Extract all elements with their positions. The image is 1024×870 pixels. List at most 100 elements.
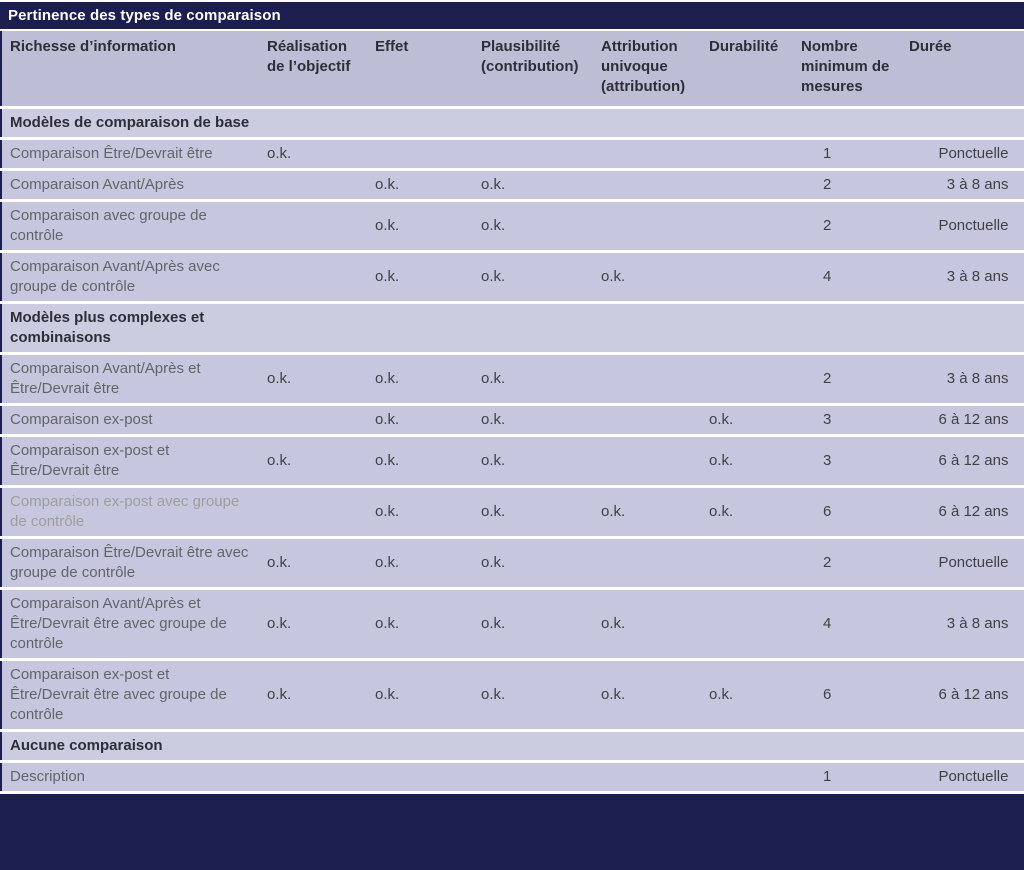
cell-realisation: o.k. — [259, 537, 367, 590]
column-header-row: Richesse d’information Réalisation de l’o… — [1, 30, 1024, 109]
empty-cell — [367, 302, 473, 355]
row-label: Comparaison ex-post avec groupe de contr… — [1, 486, 259, 539]
empty-cell — [793, 302, 901, 355]
cell-durabilite — [701, 169, 793, 202]
table-row: Description 1 Ponctuelle — [1, 761, 1024, 794]
column-header-effet: Effet — [367, 30, 473, 109]
cell-plausibilite: o.k. — [473, 251, 593, 304]
cell-duree: 3 à 8 ans — [901, 251, 1024, 304]
empty-cell — [259, 107, 367, 140]
empty-cell — [367, 107, 473, 140]
empty-cell — [701, 730, 793, 763]
cell-duree: 6 à 12 ans — [901, 404, 1024, 437]
comparison-table: Richesse d’information Réalisation de l’o… — [0, 29, 1024, 794]
cell-attribution — [593, 200, 701, 253]
cell-nombre: 1 — [793, 761, 901, 794]
empty-cell — [593, 107, 701, 140]
cell-effet: o.k. — [367, 200, 473, 253]
cell-effet: o.k. — [367, 404, 473, 437]
cell-effet: o.k. — [367, 486, 473, 539]
cell-attribution — [593, 537, 701, 590]
cell-plausibilite: o.k. — [473, 353, 593, 406]
empty-cell — [793, 107, 901, 140]
cell-effet — [367, 761, 473, 794]
cell-durabilite — [701, 588, 793, 661]
cell-plausibilite: o.k. — [473, 588, 593, 661]
table-row: Comparaison Avant/Après o.k. o.k. 2 3 à 8 an… — [1, 169, 1024, 202]
cell-attribution: o.k. — [593, 588, 701, 661]
empty-cell — [901, 107, 1024, 140]
cell-durabilite: o.k. — [701, 435, 793, 488]
cell-plausibilite: o.k. — [473, 537, 593, 590]
cell-duree: 6 à 12 ans — [901, 435, 1024, 488]
cell-realisation: o.k. — [259, 659, 367, 732]
table-title: Pertinence des types de comparaison — [8, 7, 281, 24]
row-label: Comparaison ex-post — [1, 404, 259, 437]
cell-effet: o.k. — [367, 588, 473, 661]
cell-realisation — [259, 200, 367, 253]
cell-realisation — [259, 251, 367, 304]
section-row: Aucune comparaison — [1, 730, 1024, 763]
empty-cell — [593, 730, 701, 763]
table-row: Comparaison ex-post et Être/Devrait être… — [1, 659, 1024, 732]
cell-duree: Ponctuelle — [901, 200, 1024, 253]
cell-realisation — [259, 169, 367, 202]
cell-durabilite: o.k. — [701, 404, 793, 437]
footer-bar — [0, 794, 1024, 870]
cell-attribution — [593, 138, 701, 171]
cell-plausibilite: o.k. — [473, 435, 593, 488]
cell-duree: Ponctuelle — [901, 537, 1024, 590]
column-header-nombre: Nombre minimum de mesures — [793, 30, 901, 109]
table-row: Comparaison Avant/Après avec groupe de c… — [1, 251, 1024, 304]
row-label: Comparaison Avant/Après et Être/Devrait … — [1, 353, 259, 406]
row-label: Comparaison ex-post et Être/Devrait être… — [1, 659, 259, 732]
table-row: Comparaison Être/Devrait être o.k. 1 Ponctu… — [1, 138, 1024, 171]
cell-plausibilite: o.k. — [473, 169, 593, 202]
empty-cell — [367, 730, 473, 763]
cell-nombre: 4 — [793, 588, 901, 661]
empty-cell — [259, 302, 367, 355]
cell-effet: o.k. — [367, 435, 473, 488]
cell-duree: 6 à 12 ans — [901, 659, 1024, 732]
cell-nombre: 3 — [793, 435, 901, 488]
table-row: Comparaison Avant/Après et Être/Devrait … — [1, 588, 1024, 661]
section-label: Aucune comparaison — [1, 730, 259, 763]
cell-nombre: 6 — [793, 659, 901, 732]
cell-plausibilite: o.k. — [473, 486, 593, 539]
cell-nombre: 2 — [793, 200, 901, 253]
row-label: Comparaison Être/Devrait être avec group… — [1, 537, 259, 590]
section-row: Modèles de comparaison de base — [1, 107, 1024, 140]
cell-durabilite — [701, 138, 793, 171]
cell-realisation: o.k. — [259, 435, 367, 488]
cell-durabilite: o.k. — [701, 659, 793, 732]
cell-realisation — [259, 404, 367, 437]
cell-duree: 3 à 8 ans — [901, 353, 1024, 406]
cell-duree: 6 à 12 ans — [901, 486, 1024, 539]
table-row: Comparaison ex-post o.k. o.k. o.k. 3 6 à 12 a… — [1, 404, 1024, 437]
table-row: Comparaison avec groupe de contrôle o.k. o… — [1, 200, 1024, 253]
cell-realisation: o.k. — [259, 353, 367, 406]
empty-cell — [701, 107, 793, 140]
cell-nombre: 2 — [793, 169, 901, 202]
cell-attribution: o.k. — [593, 251, 701, 304]
empty-cell — [473, 730, 593, 763]
section-label: Modèles de comparaison de base — [1, 107, 259, 140]
empty-cell — [793, 730, 901, 763]
empty-cell — [593, 302, 701, 355]
cell-realisation: o.k. — [259, 588, 367, 661]
row-label: Comparaison ex-post et Être/Devrait être — [1, 435, 259, 488]
table-row: Comparaison Avant/Après et Être/Devrait … — [1, 353, 1024, 406]
column-header-richesse: Richesse d’information — [1, 30, 259, 109]
cell-effet: o.k. — [367, 251, 473, 304]
empty-cell — [473, 302, 593, 355]
cell-plausibilite: o.k. — [473, 659, 593, 732]
cell-durabilite — [701, 251, 793, 304]
cell-attribution: o.k. — [593, 659, 701, 732]
cell-attribution — [593, 435, 701, 488]
cell-duree: 3 à 8 ans — [901, 588, 1024, 661]
row-label: Comparaison Avant/Après — [1, 169, 259, 202]
row-label: Description — [1, 761, 259, 794]
cell-duree: Ponctuelle — [901, 138, 1024, 171]
cell-realisation: o.k. — [259, 138, 367, 171]
column-header-duree: Durée — [901, 30, 1024, 109]
